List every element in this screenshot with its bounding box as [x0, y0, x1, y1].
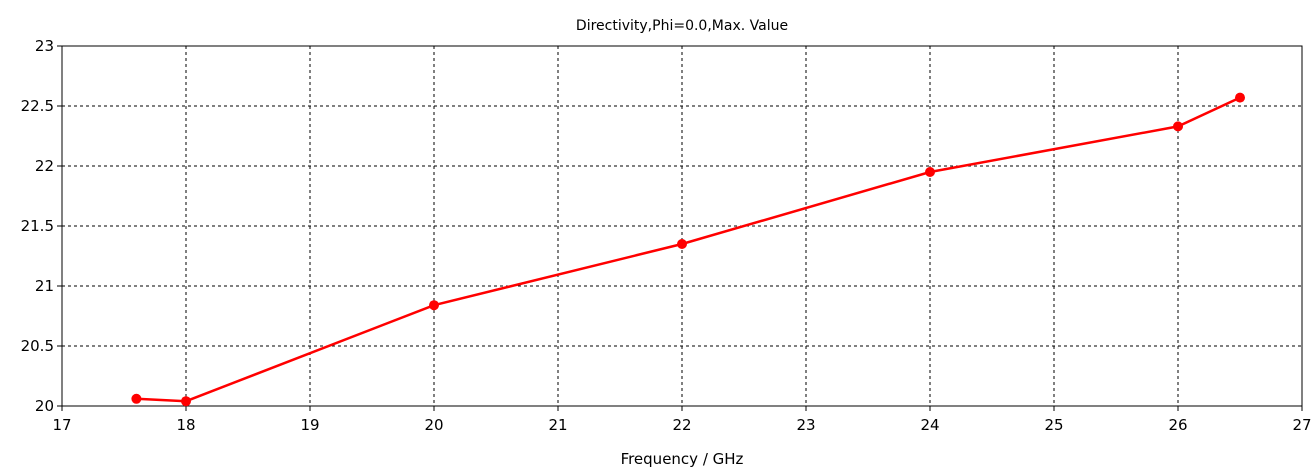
data-point [1235, 92, 1245, 103]
data-point [1173, 121, 1183, 132]
y-tick-label: 23 [35, 37, 54, 55]
x-tick-label: 18 [176, 416, 195, 434]
x-tick-label: 22 [672, 416, 691, 434]
y-tick-label: 21.5 [21, 217, 54, 235]
x-tick-label: 17 [52, 416, 71, 434]
x-tick-label: 19 [300, 416, 319, 434]
x-tick-label: 26 [1168, 416, 1187, 434]
data-point [181, 396, 191, 407]
x-tick-label: 27 [1292, 416, 1311, 434]
x-tick-label: 20 [424, 416, 443, 434]
y-tick-label: 22 [35, 157, 54, 175]
x-tick-label: 25 [1044, 416, 1063, 434]
x-tick-label: 24 [920, 416, 939, 434]
y-tick-label: 22.5 [21, 97, 54, 115]
chart-title: Directivity,Phi=0.0,Max. Value [576, 18, 788, 34]
data-point [429, 300, 439, 311]
data-point [131, 393, 142, 404]
data-point [925, 167, 935, 177]
series-line [136, 96, 1241, 403]
y-tick-label: 20.5 [21, 337, 54, 355]
x-axis-label: Frequency / GHz [621, 450, 744, 468]
y-tick-label: 20 [35, 397, 54, 415]
x-tick-label: 21 [548, 416, 567, 434]
y-tick-label: 21 [35, 277, 54, 295]
data-point [677, 239, 687, 249]
axis-ticks: 17 18 19 20 21 22 23 24 25 26 27 20 20.5 21 21.5 22 22.5… [21, 37, 1312, 434]
series-layer [131, 92, 1245, 407]
x-tick-label: 23 [796, 416, 815, 434]
grid-lines [62, 46, 1302, 406]
